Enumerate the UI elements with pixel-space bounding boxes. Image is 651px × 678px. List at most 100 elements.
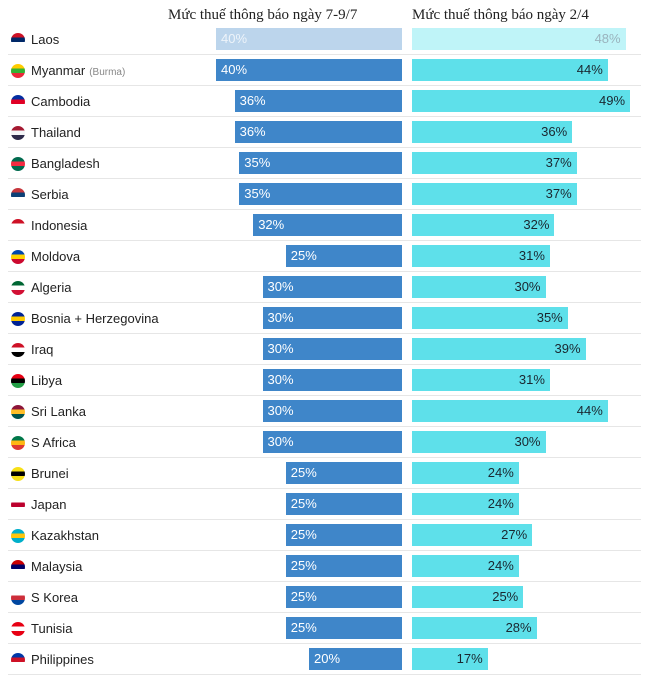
flag-icon-philippines (11, 653, 25, 667)
right-bar (412, 400, 608, 422)
right-bar (412, 152, 577, 174)
category-label: Moldova (31, 249, 80, 264)
category-label: Indonesia (31, 218, 87, 233)
category-name: Kazakhstan (31, 528, 99, 543)
left-bar-value-label: 25% (290, 465, 317, 480)
right-bar (412, 28, 626, 50)
right-bar-value-label: 49% (599, 93, 626, 108)
flag-icon-sri-lanka (11, 405, 25, 419)
right-column-header: Mức thuế thông báo ngày 2/4 (412, 7, 589, 23)
row-separator (8, 612, 641, 613)
right-bar-value-label: 37% (545, 186, 572, 201)
row-separator (8, 581, 641, 582)
right-bar-value-label: 28% (505, 620, 532, 635)
flag-icon-brunei (11, 467, 25, 481)
row-separator (8, 550, 641, 551)
left-bar-value-label: 30% (267, 310, 294, 325)
row-separator (8, 147, 641, 148)
right-bar (412, 369, 550, 391)
right-bar-value-label: 24% (487, 558, 514, 573)
flag-icon-indonesia (11, 219, 25, 233)
right-bar-value-label: 17% (456, 651, 483, 666)
left-bar (253, 214, 402, 236)
flag-icon-myanmar (11, 64, 25, 78)
right-bar-value-label: 24% (487, 496, 514, 511)
right-bar-value-label: 31% (518, 372, 545, 387)
flag-icon-algeria (11, 281, 25, 295)
right-bar-value-label: 30% (514, 279, 541, 294)
flag-icon-tunisia (11, 622, 25, 636)
flag-icon-cambodia (11, 95, 25, 109)
category-name: Thailand (31, 125, 81, 140)
right-bar (412, 245, 550, 267)
row-separator (8, 240, 641, 241)
left-bar-value-label: 30% (267, 279, 294, 294)
row-separator (8, 395, 641, 396)
row-separator (8, 85, 641, 86)
chart-row-libya: Libya 30% 31% (0, 365, 651, 396)
left-bar (285, 617, 402, 639)
flag-icon-japan (11, 498, 25, 512)
category-label: Cambodia (31, 94, 90, 109)
right-bar-value-label: 39% (554, 341, 581, 356)
right-bar (412, 276, 546, 298)
chart-row-myanmar: Myanmar (Burma) 40% 44% (0, 55, 651, 86)
chart-row-philippines: Philippines 20% 17% (0, 644, 651, 675)
chart-row-japan: Japan 25% 24% (0, 489, 651, 520)
row-separator (8, 488, 641, 489)
right-bar (412, 462, 519, 484)
left-bar (234, 90, 402, 112)
category-name: Indonesia (31, 218, 88, 233)
category-label: Laos (31, 32, 59, 47)
flag-icon-thailand (11, 126, 25, 140)
chart-row-bosnia-herzegovina: Bosnia + Herzegovina 30% 35% (0, 303, 651, 334)
category-name: Japan (31, 497, 67, 512)
row-separator (8, 364, 641, 365)
left-bar-value-label: 25% (290, 527, 317, 542)
row-separator (8, 333, 641, 334)
category-name: Laos (31, 32, 60, 47)
right-bar-value-label: 35% (536, 310, 563, 325)
flag-icon-bangladesh (11, 157, 25, 171)
right-bar-value-label: 32% (523, 217, 550, 232)
row-separator (8, 178, 641, 179)
chart-row-indonesia: Indonesia 32% 32% (0, 210, 651, 241)
left-bar (285, 555, 402, 577)
category-name: S Korea (31, 590, 78, 605)
row-separator (8, 643, 641, 644)
category-name: Tunisia (31, 621, 73, 636)
right-bar-value-label: 36% (541, 124, 568, 139)
row-separator (8, 426, 641, 427)
chart-row-moldova: Moldova 25% 31% (0, 241, 651, 272)
category-label: Philippines (31, 652, 94, 667)
left-bar-value-label: 25% (290, 589, 317, 604)
category-label: Brunei (31, 466, 69, 481)
flag-icon-s-korea (11, 591, 25, 605)
category-label: Thailand (31, 125, 81, 140)
category-label: Myanmar (Burma) (31, 63, 125, 78)
left-bar-value-label: 30% (267, 434, 294, 449)
chart-row-bangladesh: Bangladesh 35% 37% (0, 148, 651, 179)
left-bar (262, 307, 402, 329)
category-label: Bosnia + Herzegovina (31, 311, 159, 326)
left-bar-value-label: 40% (221, 62, 248, 77)
category-label: S Korea (31, 590, 78, 605)
right-bar-value-label: 27% (501, 527, 528, 542)
chart-row-algeria: Algeria 30% 30% (0, 272, 651, 303)
left-bar (262, 369, 402, 391)
category-label: Algeria (31, 280, 71, 295)
chart-row-serbia: Serbia 35% 37% (0, 179, 651, 210)
right-bar-value-label: 31% (518, 248, 545, 263)
row-separator (8, 209, 641, 210)
category-label: Tunisia (31, 621, 72, 636)
right-bar (412, 307, 568, 329)
right-bar (412, 431, 546, 453)
flag-icon-malaysia (11, 560, 25, 574)
chart-row-sri-lanka: Sri Lanka 30% 44% (0, 396, 651, 427)
row-separator (8, 674, 641, 675)
category-name: Philippines (31, 652, 94, 667)
chart-row-tunisia: Tunisia 25% 28% (0, 613, 651, 644)
chart-row-s-korea: S Korea 25% 25% (0, 582, 651, 613)
chart-row-brunei: Brunei 25% 24% (0, 458, 651, 489)
chart-row-s-africa: S Africa 30% 30% (0, 427, 651, 458)
